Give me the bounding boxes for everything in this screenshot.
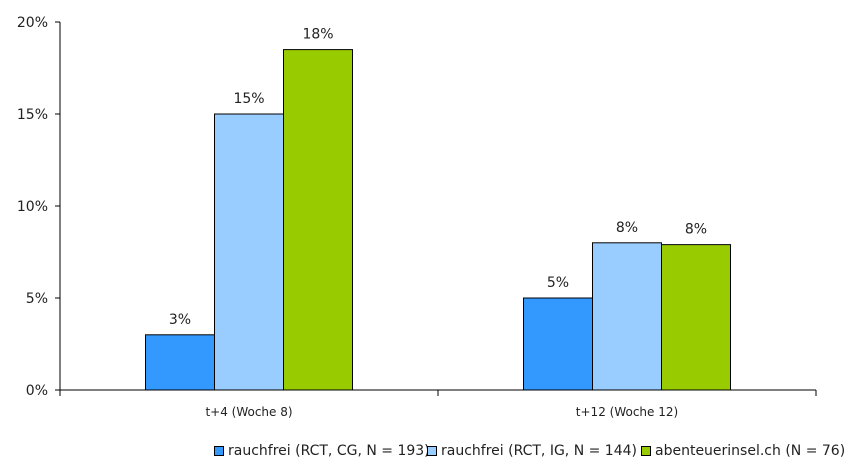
x-axis: t+4 (Woche 8) t+12 (Woche 12) bbox=[59, 389, 817, 419]
legend: rauchfrei (RCT, CG, N = 193) rauchfrei (… bbox=[0, 443, 864, 463]
bar bbox=[592, 242, 662, 391]
legend-item-cg: rauchfrei (RCT, CG, N = 193) bbox=[214, 443, 430, 459]
bar bbox=[661, 244, 731, 391]
y-tick-label: 5% bbox=[26, 291, 48, 307]
x-category-label: t+4 (Woche 8) bbox=[205, 405, 292, 419]
legend-label-abenteuerinsel: abenteuerinsel.ch (N = 76) bbox=[655, 443, 846, 459]
bars bbox=[145, 49, 731, 391]
legend-label-cg: rauchfrei (RCT, CG, N = 193) bbox=[228, 443, 430, 459]
data-label: 8% bbox=[616, 220, 638, 236]
y-tick-label: 15% bbox=[17, 107, 48, 123]
data-label: 18% bbox=[302, 27, 333, 43]
x-category-label: t+12 (Woche 12) bbox=[576, 405, 678, 419]
data-label: 5% bbox=[547, 275, 569, 291]
bar bbox=[145, 334, 215, 391]
y-axis: 0% 5% 10% 15% 20% bbox=[17, 15, 61, 399]
bar bbox=[523, 297, 593, 391]
legend-swatch-ig bbox=[427, 446, 437, 456]
legend-swatch-cg bbox=[214, 446, 224, 456]
bar bbox=[283, 49, 353, 391]
bar bbox=[214, 113, 284, 391]
legend-label-ig: rauchfrei (RCT, IG, N = 144) bbox=[441, 443, 637, 459]
data-label: 3% bbox=[169, 312, 191, 328]
bar-chart: 0% 5% 10% 15% 20% t+4 (Woche 8) t+12 (Woche 1… bbox=[17, 15, 817, 419]
legend-item-abenteuerinsel: abenteuerinsel.ch (N = 76) bbox=[641, 443, 845, 459]
data-label: 8% bbox=[685, 222, 707, 238]
y-tick-label: 20% bbox=[17, 15, 48, 31]
y-tick-label: 0% bbox=[26, 383, 48, 399]
legend-item-ig: rauchfrei (RCT, IG, N = 144) bbox=[427, 443, 637, 459]
y-tick-label: 10% bbox=[17, 199, 48, 215]
legend-swatch-abenteuerinsel bbox=[641, 446, 651, 456]
data-labels: 3% 15% 18% 5% 8% 8% bbox=[169, 27, 707, 328]
data-label: 15% bbox=[233, 91, 264, 107]
